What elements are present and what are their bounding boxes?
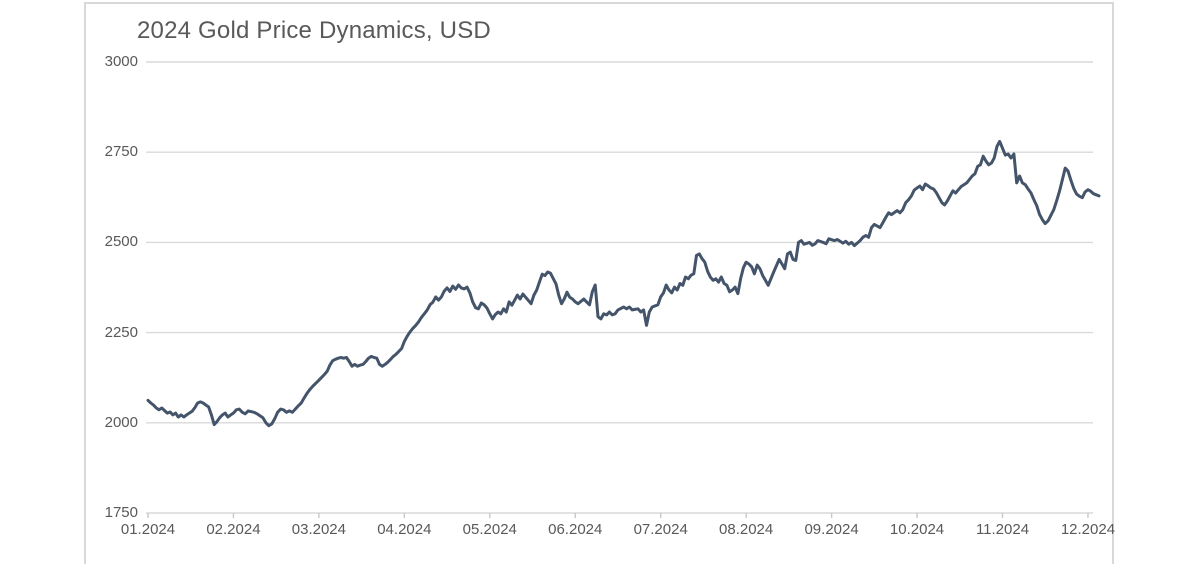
y-axis-label: 3000 bbox=[104, 53, 138, 70]
x-axis-label: 06.2024 bbox=[548, 521, 603, 538]
y-axis-label: 2250 bbox=[104, 323, 138, 341]
y-axis-label: 2000 bbox=[104, 413, 138, 431]
x-axis-label: 08.2024 bbox=[719, 521, 774, 538]
x-axis-label: 03.2024 bbox=[291, 521, 346, 538]
x-axis-label: 09.2024 bbox=[804, 521, 859, 538]
x-axis-label: 12.2024 bbox=[1060, 521, 1116, 538]
x-axis-label: 04.2024 bbox=[377, 521, 432, 538]
chart-border bbox=[84, 2, 1114, 564]
gold-price-line bbox=[146, 139, 1101, 428]
x-axis-label: 10.2024 bbox=[889, 521, 945, 538]
y-axis-label: 2750 bbox=[104, 143, 138, 161]
chart-title: 2024 Gold Price Dynamics, USD bbox=[137, 17, 491, 44]
x-axis-label: 02.2024 bbox=[206, 521, 261, 538]
x-axis-label: 11.2024 bbox=[975, 521, 1030, 538]
y-axis-label: 2500 bbox=[104, 233, 138, 251]
x-axis-label: 05.2024 bbox=[462, 521, 517, 538]
x-axis-label: 01.2024 bbox=[120, 521, 176, 538]
y-axis-label: 1750 bbox=[104, 504, 138, 521]
x-axis-label: 07.2024 bbox=[633, 521, 688, 538]
